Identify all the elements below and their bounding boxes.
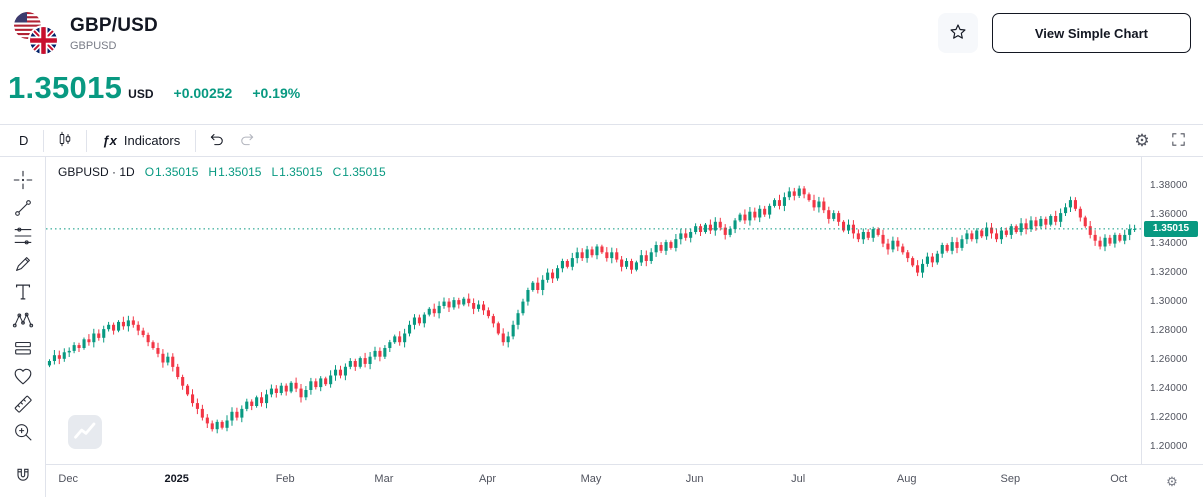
price-tick-label: 1.34000 (1150, 237, 1188, 249)
header-actions: View Simple Chart (937, 13, 1191, 53)
toolbar-right-group: ⚙ (1127, 128, 1193, 154)
time-tick-label: Jul (791, 473, 806, 485)
text-tool-button[interactable] (8, 279, 38, 307)
quote-row: 1.35015 USD +0.00252 +0.19% (0, 66, 1203, 124)
star-icon (948, 22, 968, 45)
drawing-tools-sidebar (0, 157, 46, 497)
legend-high: H1.35015 (208, 165, 262, 179)
time-tick-label: 2025 (164, 473, 189, 485)
candles-svg (46, 185, 1141, 434)
current-price-badge: 1.35015 (1144, 220, 1198, 237)
uk-flag-icon (30, 27, 57, 54)
ruler-icon (12, 393, 34, 418)
price-tick-label: 1.28000 (1150, 324, 1188, 336)
magnet-tool-button[interactable] (8, 463, 38, 491)
undo-button[interactable] (202, 128, 232, 154)
redo-button[interactable] (232, 128, 262, 154)
price-tick-label: 1.20000 (1150, 440, 1188, 452)
time-axis-labels: Dec 2025 Feb Mar Apr May Jun Jul Aug Sep Oct (46, 465, 1141, 497)
time-tick-label: Oct (1110, 473, 1128, 485)
magnifier-plus-icon (12, 421, 34, 446)
price-tick-label: 1.26000 (1150, 353, 1188, 365)
redo-icon (238, 130, 256, 151)
trend-line-icon (12, 197, 34, 222)
time-tick-label: May (580, 473, 602, 485)
long-short-position-icon (12, 337, 34, 362)
view-simple-chart-button[interactable]: View Simple Chart (991, 13, 1191, 53)
price-change-percent: +0.19% (252, 85, 301, 101)
chart-legend: GBPUSD · 1D O1.35015 H1.35015 L1.35015 C… (58, 165, 386, 179)
chart-style-button[interactable] (50, 128, 80, 154)
chart-toolbar: D ƒx Indicators (0, 124, 1203, 157)
price-axis[interactable]: 1.35015 1.38000 1.36000 1.34000 1.32000 1.30… (1141, 157, 1203, 464)
legend-open: O1.35015 (144, 165, 199, 179)
tradingview-logo[interactable] (68, 415, 102, 452)
text-icon (12, 281, 34, 306)
time-axis[interactable]: Dec 2025 Feb Mar Apr May Jun Jul Aug Sep Oct ⚙ (46, 464, 1203, 497)
price-tick-label: 1.32000 (1150, 266, 1188, 278)
plot-row: GBPUSD · 1D O1.35015 H1.35015 L1.35015 C… (46, 157, 1203, 464)
symbol-pair-flags (14, 11, 60, 55)
axis-settings-cell: ⚙ (1141, 465, 1203, 497)
symbol-title-block: GBP/USD GBPUSD (70, 15, 158, 52)
symbol-code: GBPUSD (70, 39, 117, 52)
time-tick-label: Apr (478, 473, 497, 485)
heart-emoji-icon (12, 365, 34, 390)
time-tick-label: Mar (374, 473, 394, 485)
legend-low: L1.35015 (271, 165, 323, 179)
fullscreen-button[interactable] (1163, 128, 1193, 154)
emoji-tool-button[interactable] (8, 363, 38, 391)
symbol-title: GBP/USD (70, 14, 158, 36)
xabcd-pattern-tool-button[interactable] (8, 307, 38, 335)
fullscreen-icon (1170, 131, 1187, 151)
magnet-icon (13, 466, 33, 489)
fib-retracement-icon (12, 225, 34, 250)
trend-line-tool-button[interactable] (8, 195, 38, 223)
toolbar-separator (195, 129, 197, 152)
indicators-label: Indicators (123, 133, 181, 148)
xabcd-pattern-icon (12, 309, 34, 334)
toolbar-separator (43, 129, 45, 152)
time-tick-label: Aug (896, 473, 917, 485)
chart-settings-button[interactable]: ⚙ (1127, 128, 1157, 154)
candlestick-style-icon (56, 130, 74, 151)
price-tick-label: 1.38000 (1150, 179, 1188, 191)
candlestick-plot[interactable]: GBPUSD · 1D O1.35015 H1.35015 L1.35015 C… (46, 157, 1141, 464)
chart-area: GBPUSD · 1D O1.35015 H1.35015 L1.35015 C… (0, 157, 1203, 497)
quote-currency: USD (128, 87, 154, 101)
brush-tool-button[interactable] (8, 251, 38, 279)
crosshair-icon (12, 169, 34, 194)
price-change-absolute: +0.00252 (173, 85, 233, 101)
crosshair-tool-button[interactable] (8, 167, 38, 195)
measure-ruler-tool-button[interactable] (8, 391, 38, 419)
brush-icon (12, 253, 34, 278)
chart-right-column: GBPUSD · 1D O1.35015 H1.35015 L1.35015 C… (46, 157, 1203, 497)
last-price: 1.35015 (8, 70, 123, 105)
price-tick-label: 1.24000 (1150, 382, 1188, 394)
indicators-button[interactable]: ƒx Indicators (93, 128, 189, 154)
symbol-header: GBP/USD GBPUSD View Simple Chart (0, 0, 1203, 66)
time-tick-label: Jun (685, 473, 704, 485)
undo-icon (208, 130, 226, 151)
long-short-position-tool-button[interactable] (8, 335, 38, 363)
time-tick-label: Feb (275, 473, 295, 485)
toolbar-separator (86, 129, 88, 152)
favorite-button[interactable] (937, 13, 978, 53)
fib-retracement-tool-button[interactable] (8, 223, 38, 251)
fx-icon: ƒx (102, 133, 117, 148)
us-flag-icon (14, 12, 41, 39)
legend-close: C1.35015 (332, 165, 386, 179)
price-tick-label: 1.30000 (1150, 295, 1188, 307)
interval-button[interactable]: D (10, 128, 37, 154)
price-tick-label: 1.36000 (1150, 208, 1188, 220)
axis-settings-gear-icon[interactable]: ⚙ (1166, 473, 1178, 489)
gear-icon: ⚙ (1134, 131, 1150, 150)
time-tick-label: Sep (1000, 473, 1021, 485)
price-tick-label: 1.22000 (1150, 411, 1188, 423)
legend-series-title[interactable]: GBPUSD · 1D (58, 165, 135, 179)
zoom-in-tool-button[interactable] (8, 419, 38, 447)
time-tick-label: Dec (58, 473, 78, 485)
